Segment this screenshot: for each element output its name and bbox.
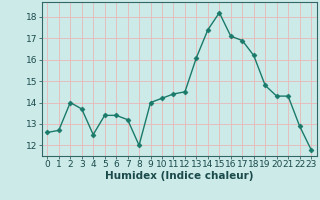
X-axis label: Humidex (Indice chaleur): Humidex (Indice chaleur) [105, 171, 253, 181]
